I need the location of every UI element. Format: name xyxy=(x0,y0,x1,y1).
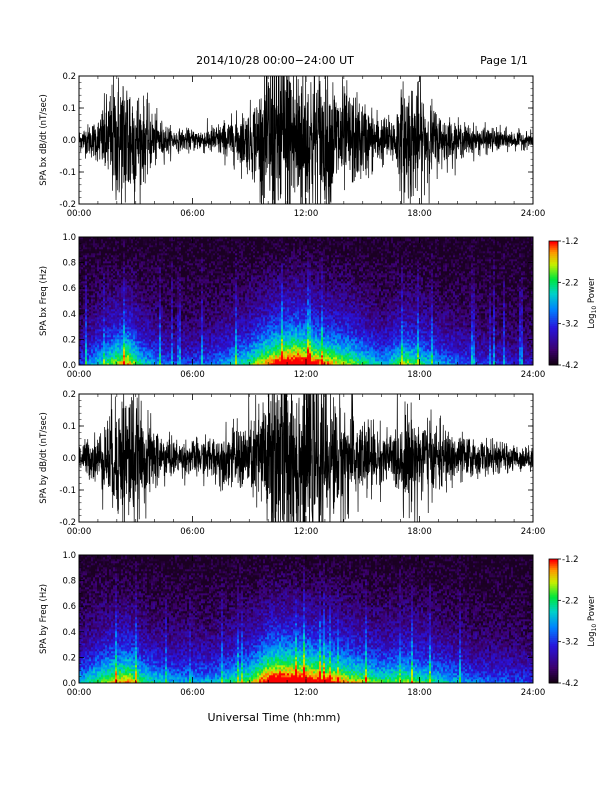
y-tick-label: 0.1 xyxy=(62,422,76,432)
colorbar-tick-label: -2.2 xyxy=(562,278,579,288)
panel-4: -1.2 -2.2 -3.2 -4.2 Log10 Power 00:00 06:00 12:… xyxy=(39,551,598,698)
heatmap-cells xyxy=(79,555,533,683)
y-axis-label: SPA bx dB/dt (nT/sec) xyxy=(39,94,49,186)
y-tick-label: 0.0 xyxy=(62,361,76,371)
y-tick-label: 0.2 xyxy=(62,335,76,345)
x-tick-label: 24:00 xyxy=(521,370,546,380)
y-tick-label: 0.2 xyxy=(62,390,76,400)
y-tick-label: -0.2 xyxy=(59,200,76,210)
colorbar-tick-label: -4.2 xyxy=(562,361,579,371)
figure-title: 2014/10/28 00:00−24:00 UT xyxy=(196,54,354,67)
series-line xyxy=(79,394,533,522)
heatmap-cells xyxy=(79,237,533,365)
x-tick-label: 06:00 xyxy=(180,688,205,698)
colorbar-tick-label: -3.2 xyxy=(562,320,579,330)
y-tick-label: 0.2 xyxy=(62,72,76,82)
x-tick-label: 06:00 xyxy=(180,527,205,537)
colorbar-label: Log10 Power xyxy=(587,277,598,329)
x-tick-label: 12:00 xyxy=(294,688,319,698)
colorbar-tick-label: -1.2 xyxy=(562,237,579,247)
y-tick-label: 0.1 xyxy=(62,104,76,114)
x-tick-label: 12:00 xyxy=(294,370,319,380)
colorbar: -1.2 -2.2 -3.2 -4.2 Log10 Power xyxy=(548,237,598,371)
y-tick-label: 1.0 xyxy=(62,233,76,243)
y-tick-label: 1.0 xyxy=(62,551,76,561)
y-tick-label: 0.6 xyxy=(62,602,76,612)
colorbar-tick-label: -2.2 xyxy=(562,596,579,606)
x-tick-label: 00:00 xyxy=(67,527,92,537)
x-tick-label: 12:00 xyxy=(294,209,319,219)
y-tick-label: 0.0 xyxy=(62,136,76,146)
y-axis-label: SPA bx Freq (Hz) xyxy=(39,266,49,336)
y-tick-label: 0.2 xyxy=(62,653,76,663)
y-axis-label: SPA by dB/dt (nT/sec) xyxy=(39,412,49,504)
x-tick-label: 18:00 xyxy=(407,688,432,698)
x-tick-label: 06:00 xyxy=(180,209,205,219)
y-tick-label: 0.4 xyxy=(62,310,76,320)
panels: 00:00 06:00 12:00 18:00 24:00 -0.2 -0.1 0.0 0.1 0… xyxy=(39,72,598,698)
x-tick-label: 12:00 xyxy=(294,527,319,537)
x-tick-label: 00:00 xyxy=(67,370,92,380)
x-tick-label: 00:00 xyxy=(67,209,92,219)
x-tick-label: 06:00 xyxy=(180,370,205,380)
x-axis-label: Universal Time (hh:mm) xyxy=(208,711,341,724)
x-tick-label: 24:00 xyxy=(521,527,546,537)
x-tick-label: 24:00 xyxy=(521,688,546,698)
y-tick-label: 0.0 xyxy=(62,454,76,464)
y-tick-label: 0.6 xyxy=(62,284,76,294)
y-tick-label: 0.8 xyxy=(62,577,76,587)
x-tick-label: 00:00 xyxy=(67,688,92,698)
x-tick-label: 24:00 xyxy=(521,209,546,219)
colorbar-tick-label: -3.2 xyxy=(562,638,579,648)
series-line xyxy=(79,76,533,204)
y-tick-label: -0.1 xyxy=(59,168,76,178)
panel-2: -1.2 -2.2 -3.2 -4.2 Log10 Power 00:00 06:00 12:… xyxy=(39,233,598,380)
y-tick-label: -0.1 xyxy=(59,486,76,496)
y-axis-label: SPA by Freq (Hz) xyxy=(39,584,49,654)
y-tick-label: 0.4 xyxy=(62,628,76,638)
colorbar-label: Log10 Power xyxy=(587,595,598,647)
y-tick-label: -0.2 xyxy=(59,518,76,528)
x-tick-label: 18:00 xyxy=(407,527,432,537)
x-tick-label: 18:00 xyxy=(407,209,432,219)
page-indicator: Page 1/1 xyxy=(480,54,528,67)
panel-1: 00:00 06:00 12:00 18:00 24:00 -0.2 -0.1 0.0 0.1 0… xyxy=(39,72,546,219)
colorbar-tick-label: -4.2 xyxy=(562,679,579,689)
x-tick-label: 18:00 xyxy=(407,370,432,380)
colorbar-tick-label: -1.2 xyxy=(562,555,579,565)
y-tick-label: 0.8 xyxy=(62,259,76,269)
colorbar: -1.2 -2.2 -3.2 -4.2 Log10 Power xyxy=(548,555,598,689)
y-tick-label: 0.0 xyxy=(62,679,76,689)
panel-3: 00:00 06:00 12:00 18:00 24:00 -0.2 -0.1 0.0 0.1 0… xyxy=(39,390,546,537)
